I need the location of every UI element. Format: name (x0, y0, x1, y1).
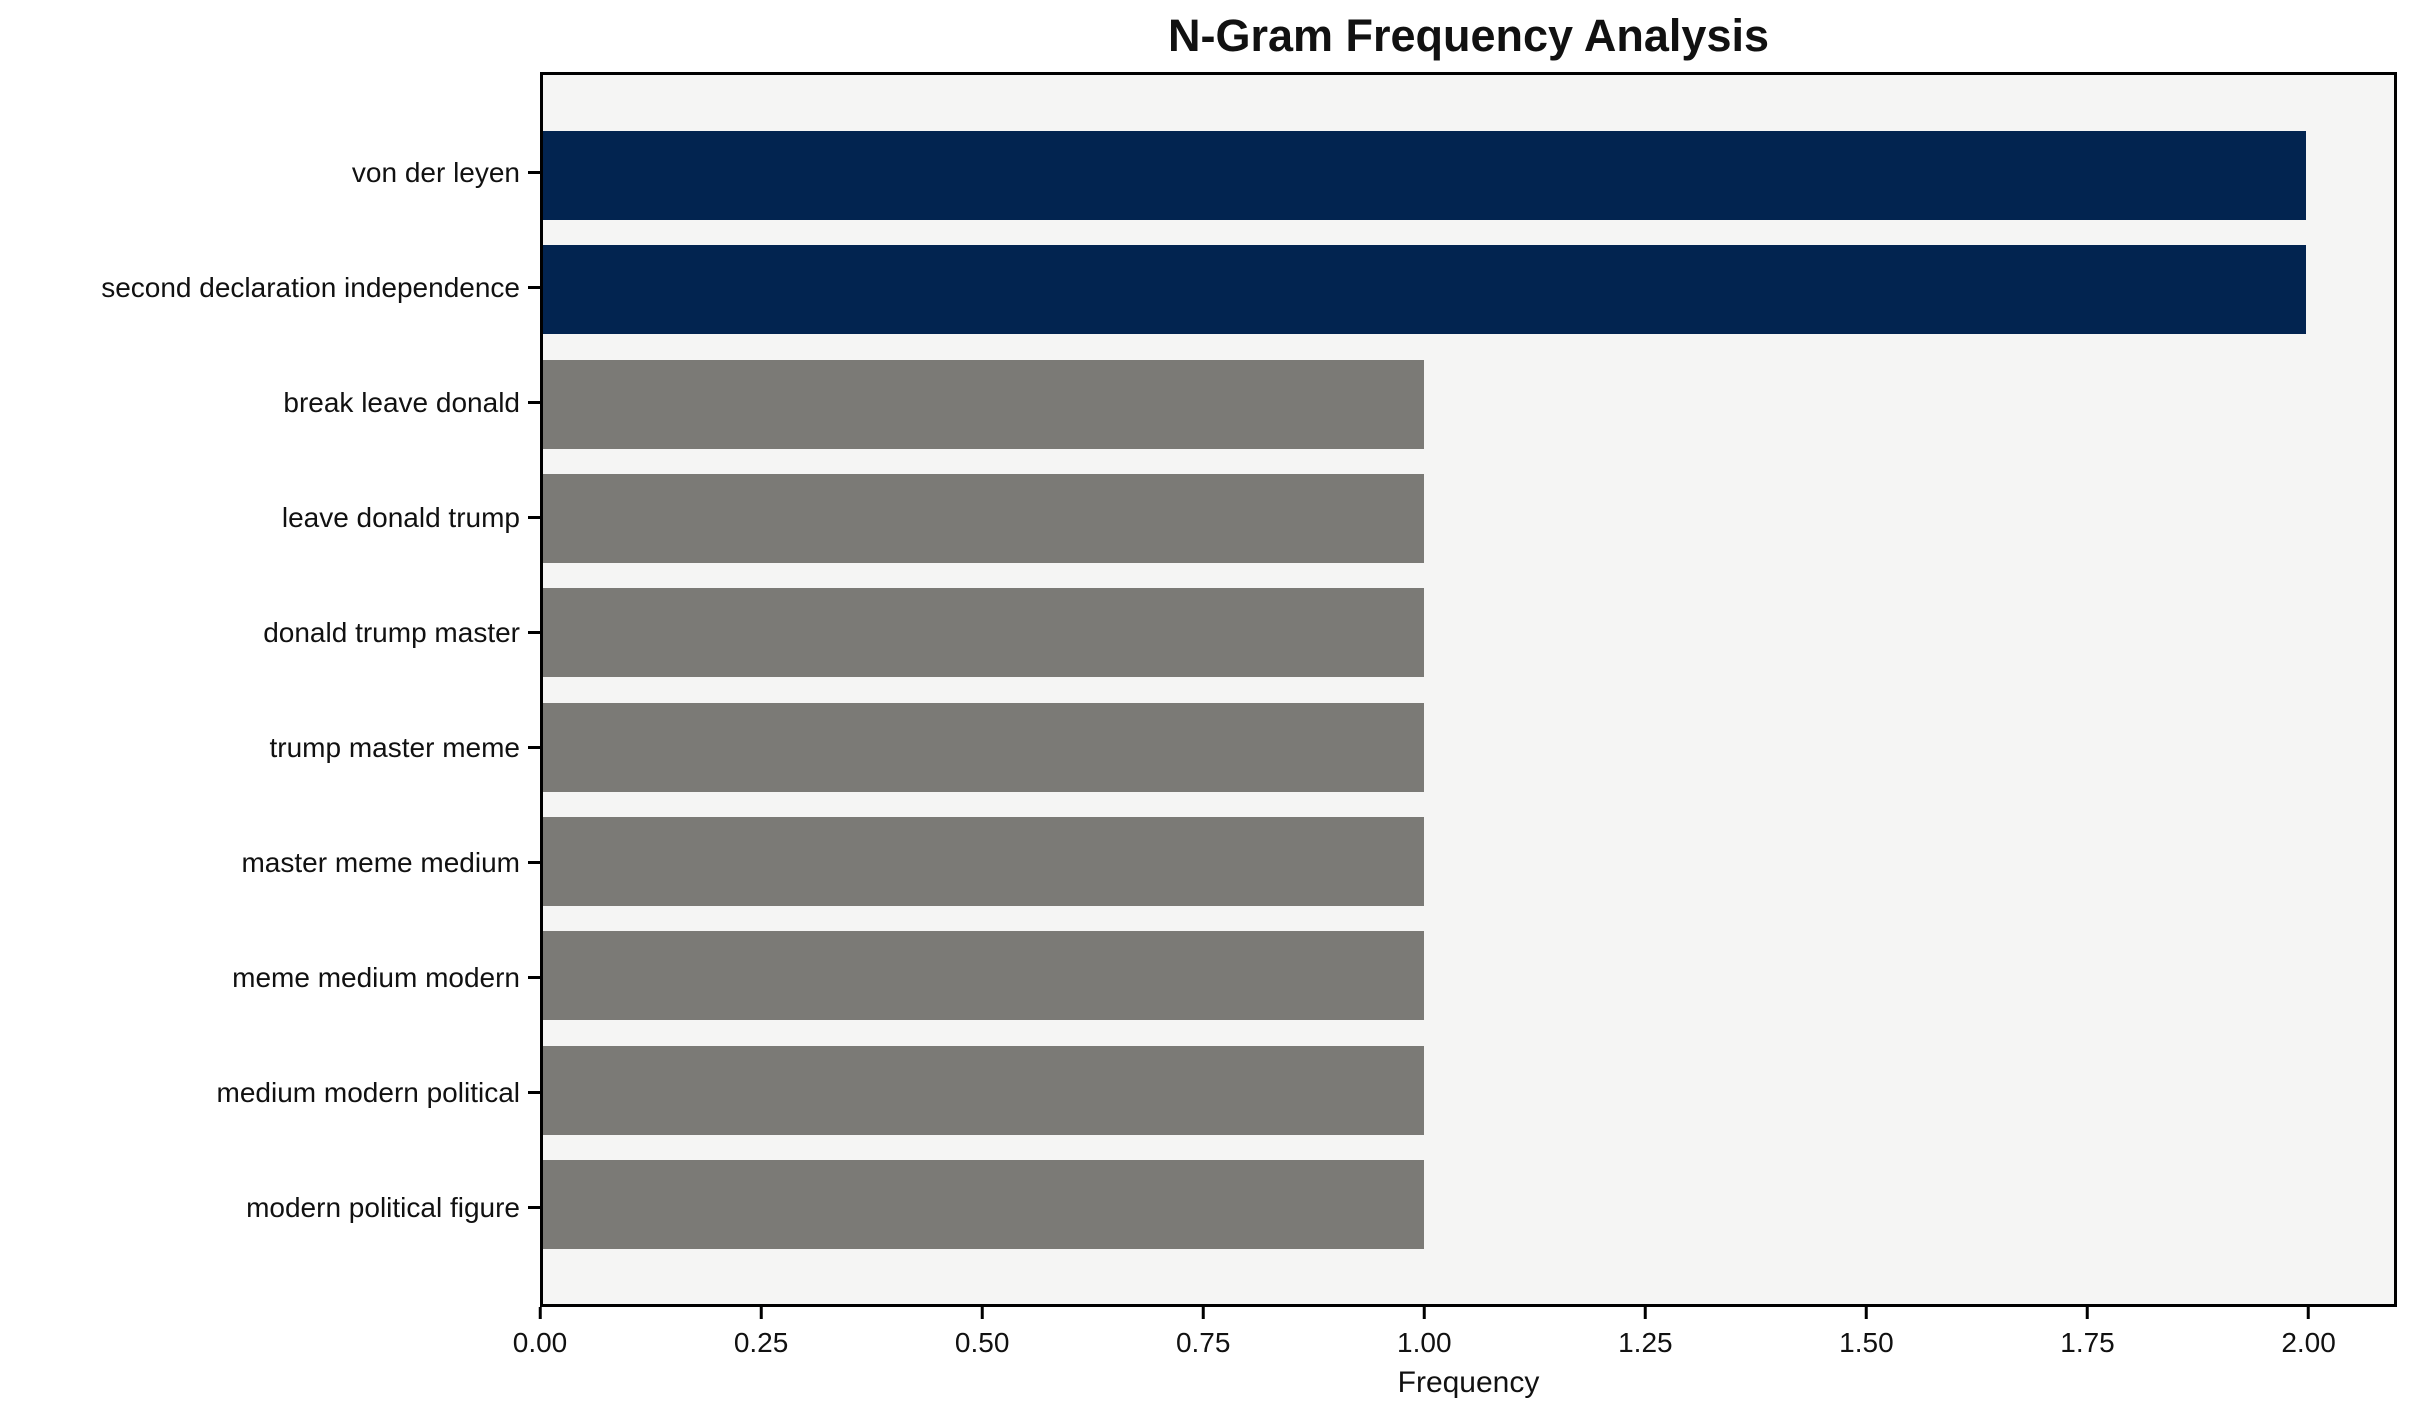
bar-row (543, 131, 2394, 220)
x-tick-mark (538, 1307, 542, 1319)
x-tick-label: 0.25 (733, 1327, 789, 1358)
bar (543, 473, 1425, 563)
x-tick: 0.50 (954, 1307, 1010, 1359)
bar-row (543, 816, 2394, 906)
bar-row (543, 359, 2394, 449)
x-tick-label: 1.75 (2060, 1327, 2115, 1358)
bar-row (543, 473, 2394, 563)
x-tick-label: 1.25 (1618, 1327, 1673, 1358)
bar-row (543, 245, 2394, 335)
x-tick-label: 0.00 (512, 1327, 568, 1358)
y-label-row: von der leyen (0, 128, 540, 217)
y-tick-mark (528, 976, 540, 979)
bar (543, 245, 2306, 335)
x-tick-mark (1864, 1307, 1868, 1319)
y-label-row: second declaration independence (0, 243, 540, 332)
y-tick-label: donald trump master (263, 616, 520, 648)
y-tick-label: medium modern political (216, 1076, 520, 1108)
x-tick: 2.00 (2281, 1307, 2336, 1359)
y-tick-mark (528, 631, 540, 634)
bar-row (543, 931, 2394, 1021)
x-tick-mark (1201, 1307, 1205, 1319)
y-tick-label: master meme medium (241, 846, 520, 878)
y-tick-label: modern political figure (246, 1191, 520, 1223)
x-tick: 1.50 (1839, 1307, 1894, 1359)
y-tick-label: break leave donald (283, 386, 520, 418)
bar (543, 1045, 1425, 1135)
x-tick-mark (759, 1307, 763, 1319)
plot-area (540, 72, 2397, 1307)
x-tick-mark (2307, 1307, 2311, 1319)
x-tick-mark (1643, 1307, 1647, 1319)
y-label-row: leave donald trump (0, 473, 540, 562)
y-label-row: break leave donald (0, 358, 540, 447)
bar-row (543, 588, 2394, 678)
y-tick-mark (528, 401, 540, 404)
bar (543, 359, 1425, 449)
bar (543, 131, 2306, 220)
y-tick-label: von der leyen (351, 156, 520, 188)
chart-title: N-Gram Frequency Analysis (1167, 10, 1770, 61)
y-label-row: medium modern political (0, 1048, 540, 1137)
bar-row (543, 1045, 2394, 1135)
y-label-row: master meme medium (0, 818, 540, 907)
x-axis-label: Frequency (1397, 1366, 1540, 1399)
y-tick-mark (528, 1206, 540, 1209)
x-tick-label: 0.75 (1175, 1327, 1231, 1358)
x-tick: 1.25 (1618, 1307, 1673, 1359)
bars-container (543, 75, 2394, 1304)
x-tick: 1.00 (1397, 1307, 1452, 1359)
x-tick-label: 0.50 (954, 1327, 1010, 1358)
y-tick-mark (528, 171, 540, 174)
x-tick: 1.75 (2060, 1307, 2115, 1359)
bar (543, 1159, 1425, 1249)
x-tick-mark (1422, 1307, 1426, 1319)
bar (543, 702, 1425, 792)
bar (543, 588, 1425, 678)
x-axis-ticks: 0.00 0.25 0.50 0.75 1.00 1.25 1.50 1.75 2.00 (513, 1307, 2397, 1369)
y-tick-mark (528, 861, 540, 864)
y-tick-label: second declaration independence (101, 271, 520, 303)
y-label-row: meme medium modern (0, 933, 540, 1022)
y-tick-label: leave donald trump (281, 501, 520, 533)
x-tick: 0.25 (733, 1307, 789, 1359)
x-tick-label: 2.00 (2281, 1327, 2336, 1358)
y-label-row: modern political figure (0, 1163, 540, 1252)
x-tick-label: 1.00 (1397, 1327, 1452, 1358)
x-tick-label: 1.50 (1839, 1327, 1894, 1358)
x-tick-mark (980, 1307, 984, 1319)
bar (543, 931, 1425, 1021)
x-tick: 0.00 (512, 1307, 568, 1359)
y-axis-labels: von der leyen second declaration independ… (0, 72, 540, 1307)
y-tick-mark (528, 286, 540, 289)
bar (543, 816, 1425, 906)
y-tick-mark (528, 516, 540, 519)
y-tick-mark (528, 746, 540, 749)
y-label-row: donald trump master (0, 588, 540, 677)
bar-row (543, 702, 2394, 792)
x-tick: 0.75 (1175, 1307, 1231, 1359)
y-tick-label: meme medium modern (232, 961, 520, 993)
y-tick-label: trump master meme (269, 731, 521, 763)
y-tick-mark (528, 1091, 540, 1094)
x-tick-mark (2086, 1307, 2089, 1319)
y-label-row: trump master meme (0, 703, 540, 792)
bar-row (543, 1159, 2394, 1249)
